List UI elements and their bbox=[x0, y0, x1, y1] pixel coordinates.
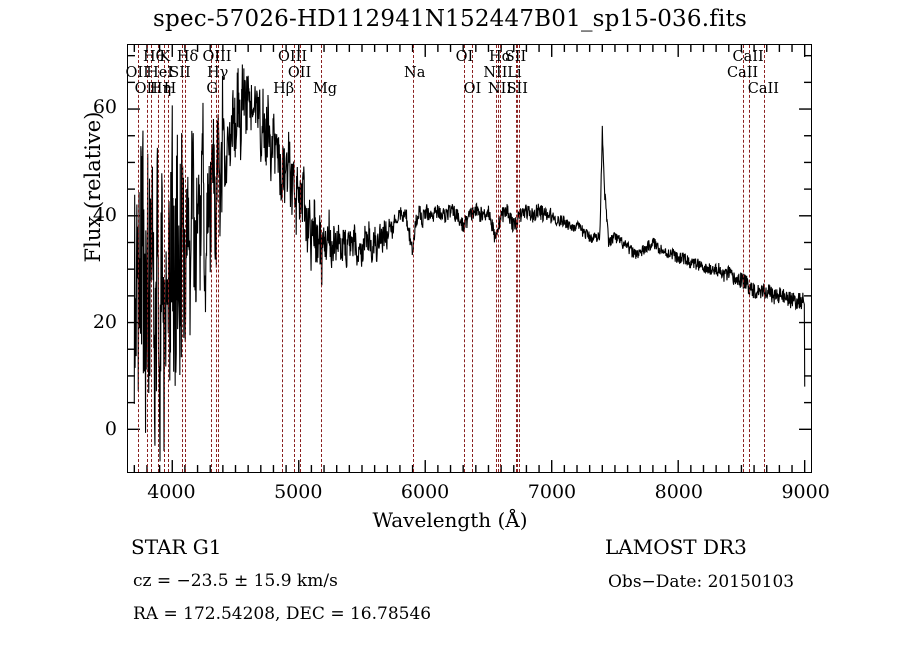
spectral-line-label: H bbox=[163, 81, 177, 97]
spectral-line-label: OII bbox=[287, 65, 312, 81]
spectral-line-label: K bbox=[159, 49, 171, 65]
spectral-line-marker bbox=[742, 45, 744, 472]
spectral-line-label: Hη bbox=[149, 81, 172, 97]
spectral-line-label: Hθ bbox=[142, 49, 165, 65]
spectral-line-marker bbox=[518, 45, 520, 472]
spectral-line-marker bbox=[495, 45, 497, 472]
spectral-line-marker bbox=[517, 45, 519, 472]
spectrum-curve bbox=[128, 45, 811, 472]
spectral-line-label: CaII bbox=[732, 49, 764, 65]
spectral-line-marker bbox=[215, 45, 217, 472]
x-tick-label: 4000 bbox=[147, 481, 196, 503]
spectral-line-label: Mg bbox=[312, 81, 338, 97]
spectral-line-marker bbox=[185, 45, 187, 472]
spectral-line-label: OIII bbox=[202, 49, 232, 65]
plot-frame bbox=[127, 44, 812, 473]
spectral-line-marker bbox=[500, 45, 502, 472]
y-tick-label: 20 bbox=[92, 310, 117, 333]
spectral-line-marker bbox=[146, 45, 148, 472]
spectral-line-label: OII bbox=[125, 65, 149, 81]
spectral-line-label: OI bbox=[463, 81, 482, 97]
x-tick-label: 9000 bbox=[781, 481, 830, 503]
footer-cz: cz = −23.5 ± 15.9 km/s bbox=[133, 571, 338, 591]
spectral-line-label: SII bbox=[506, 81, 528, 97]
spectral-line-marker bbox=[181, 45, 183, 472]
y-tick-label: 40 bbox=[92, 203, 117, 226]
spectral-line-marker bbox=[763, 45, 765, 472]
spectral-line-label: CaII bbox=[747, 81, 779, 97]
spectral-line-label: CaII bbox=[726, 65, 759, 81]
spectral-line-label: OIII bbox=[278, 49, 308, 65]
spectral-line-marker bbox=[137, 45, 139, 472]
spectral-line-marker bbox=[748, 45, 750, 472]
spectral-line-marker bbox=[164, 45, 166, 472]
spectral-line-label: Na bbox=[404, 65, 426, 81]
spectral-line-marker bbox=[464, 45, 466, 472]
spectral-line-marker bbox=[321, 45, 323, 472]
x-tick-label: 5000 bbox=[274, 481, 323, 503]
spectral-line-label: Hα bbox=[489, 49, 512, 65]
spectral-line-label: NII bbox=[487, 81, 513, 97]
spectral-line-marker bbox=[158, 45, 160, 472]
spectral-line-marker bbox=[168, 45, 170, 472]
footer-survey: LAMOST DR3 bbox=[605, 535, 747, 559]
spectral-line-marker bbox=[211, 45, 213, 472]
x-axis-label: Wavelength (Å) bbox=[372, 508, 528, 532]
spectral-line-marker bbox=[515, 45, 517, 472]
spectral-line-marker bbox=[300, 45, 302, 472]
spectral-line-label: Li bbox=[507, 65, 522, 81]
x-tick-label: 7000 bbox=[527, 481, 577, 503]
page-title: spec-57026-HD112941N152447B01_sp15-036.f… bbox=[153, 6, 747, 32]
spectral-line-label: Hγ bbox=[207, 65, 229, 81]
spectral-line-label: G bbox=[206, 81, 218, 97]
spectral-line-marker bbox=[472, 45, 474, 472]
spectral-line-label: HeI bbox=[146, 65, 174, 81]
spectral-line-label: Hδ bbox=[176, 49, 199, 65]
spectral-line-label: NII bbox=[483, 65, 508, 81]
spectral-line-marker bbox=[151, 45, 153, 472]
spectral-line-label: OI bbox=[455, 49, 474, 65]
spectral-line-label: SII bbox=[504, 49, 527, 65]
y-tick-label: 0 bbox=[104, 418, 117, 441]
x-tick-label: 8000 bbox=[654, 481, 703, 503]
spectral-line-label: OII bbox=[134, 81, 158, 97]
spectral-line-marker bbox=[218, 45, 220, 472]
spectral-line-marker bbox=[412, 45, 414, 472]
spectral-line-label: Hβ bbox=[273, 81, 295, 97]
spectral-line-marker bbox=[294, 45, 296, 472]
y-tick-label: 60 bbox=[92, 96, 117, 119]
spectral-line-marker bbox=[497, 45, 499, 472]
spectral-line-label: SII bbox=[169, 65, 191, 81]
x-tick-label: 6000 bbox=[400, 481, 450, 503]
footer-obs-date: Obs−Date: 20150103 bbox=[608, 572, 795, 592]
footer-coordinates: RA = 172.54208, DEC = 16.78546 bbox=[133, 604, 432, 624]
spectral-line-marker bbox=[281, 45, 283, 472]
footer-object-type: STAR G1 bbox=[131, 535, 222, 559]
